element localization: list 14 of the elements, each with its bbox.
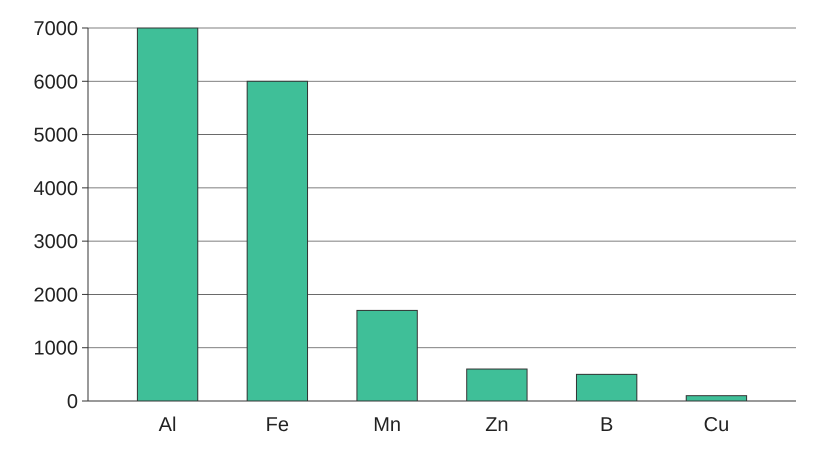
x-tick-label: Al bbox=[158, 414, 176, 436]
y-tick-label: 0 bbox=[66, 391, 78, 413]
x-tick-label: Cu bbox=[704, 414, 730, 436]
y-tick-label: 7000 bbox=[34, 18, 78, 40]
x-tick-label: Mn bbox=[373, 414, 402, 436]
y-tick-label: 3000 bbox=[34, 231, 78, 254]
x-tick-label: Zn bbox=[485, 414, 509, 436]
x-tick-label: Fe bbox=[266, 414, 290, 436]
y-tick-label: 6000 bbox=[34, 71, 78, 94]
y-tick-label: 5000 bbox=[34, 124, 78, 147]
y-tick-label: 4000 bbox=[34, 178, 78, 200]
y-tick-label: 1000 bbox=[34, 338, 78, 360]
x-tick-label: B bbox=[600, 414, 614, 436]
y-tick-label: 2000 bbox=[34, 284, 78, 306]
